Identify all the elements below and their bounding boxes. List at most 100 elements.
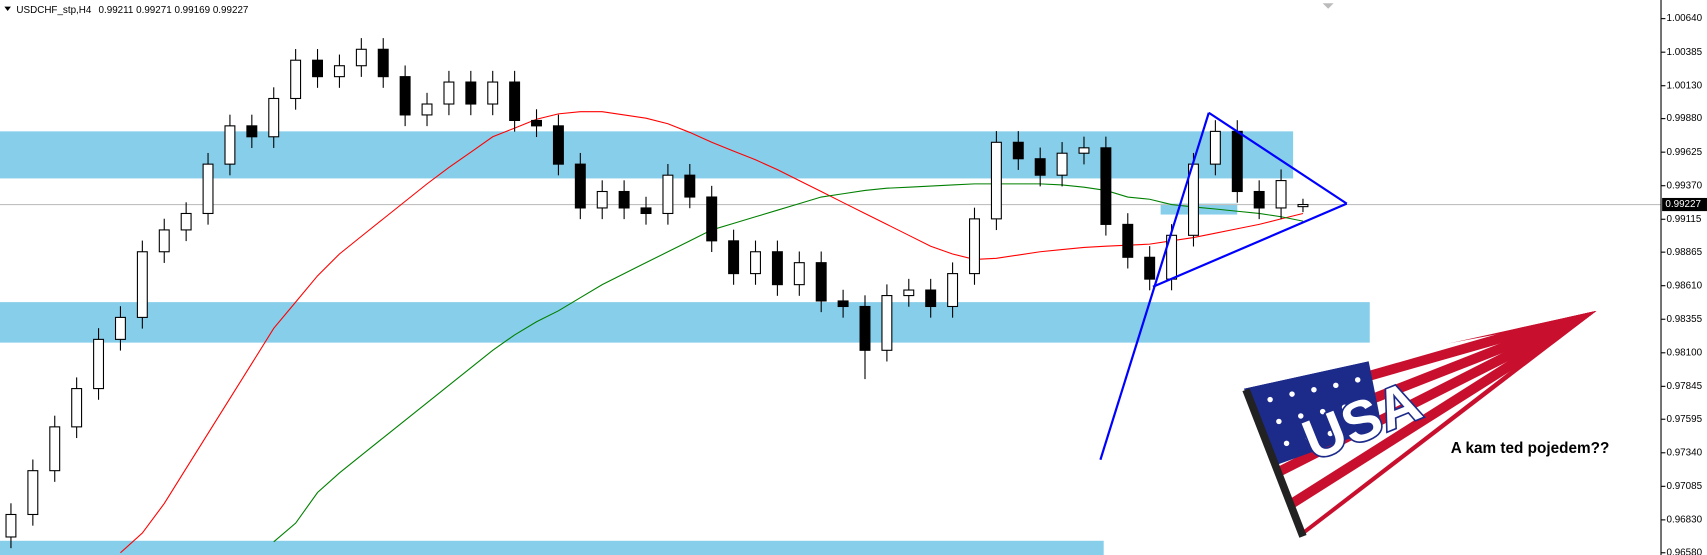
moving-average [273, 183, 1304, 543]
candle-body [684, 174, 696, 198]
zone [0, 540, 1104, 555]
candle-body [5, 513, 17, 538]
candle-body [1078, 147, 1090, 154]
y-tick-label: 0.99370 [1666, 180, 1702, 191]
candle-body [881, 295, 893, 351]
candle-body [1056, 152, 1068, 176]
candle-body [1275, 180, 1287, 209]
candle-body [27, 470, 39, 516]
candle-body [618, 190, 630, 209]
candle-body [837, 300, 849, 308]
y-tick-label: 1.00640 [1666, 13, 1702, 24]
candle-body [1012, 141, 1024, 160]
y-tick-label: 0.96580 [1666, 547, 1702, 555]
trendline [1152, 202, 1348, 288]
candle-body [793, 262, 805, 286]
candle-body [552, 125, 564, 165]
zones [0, 131, 1370, 555]
candle-body [443, 81, 455, 105]
zone [0, 131, 1294, 179]
last-close: 0.99227 [213, 4, 249, 15]
candle-body [49, 426, 61, 472]
candle-body [1034, 158, 1046, 176]
candle-body [71, 388, 83, 428]
y-tick-label: 0.97085 [1666, 481, 1702, 492]
y-tick-label: 0.98355 [1666, 314, 1702, 325]
last-open: 0.99211 [99, 4, 134, 15]
candle-body [1231, 130, 1243, 193]
candle-body [268, 97, 280, 138]
y-tick-label: 0.98610 [1666, 280, 1702, 291]
candle-body [750, 251, 761, 275]
header: USDCHF_stp,H4 0.99211 0.99271 0.99169 0.… [4, 4, 248, 15]
symbol: USDCHF_stp,H4 [16, 4, 91, 15]
candle-body [399, 76, 411, 116]
candle-body [662, 174, 674, 215]
header-text: USDCHF_stp,H4 0.99211 0.99271 0.99169 0.… [16, 4, 248, 15]
candle-body [333, 65, 345, 78]
candle-body [1253, 190, 1265, 209]
candle-body [114, 316, 126, 340]
y-tick-label: 0.97595 [1666, 414, 1702, 425]
candle-body [771, 251, 783, 286]
candle-body [728, 240, 740, 275]
flag-canton [1243, 361, 1382, 466]
candle-body [596, 190, 608, 209]
trendline [1208, 111, 1348, 205]
moving-average [120, 111, 1304, 554]
y-tick-label: 0.97340 [1666, 447, 1702, 458]
shift-marker [1322, 3, 1334, 9]
candle-body [947, 273, 959, 308]
candle-body [246, 125, 258, 138]
candle-body [487, 81, 499, 105]
y-tick-label: 0.99625 [1666, 147, 1702, 158]
zone [0, 302, 1370, 343]
current-price-label: 0.99227 [1665, 199, 1701, 210]
flag-pole [1242, 388, 1307, 538]
candle-body [1297, 203, 1309, 208]
candle-body [859, 305, 871, 351]
candle-body [355, 48, 367, 67]
flag-stars [1267, 377, 1361, 447]
current-price-box [1662, 197, 1707, 212]
menu-arrow[interactable] [4, 6, 11, 11]
candle-body [158, 229, 170, 253]
candle-body [969, 218, 980, 275]
candle-body [1122, 223, 1134, 258]
candle-body [312, 59, 324, 78]
candle-body [925, 289, 937, 308]
last-high: 0.99271 [136, 4, 172, 15]
candle-body [1100, 147, 1112, 225]
candle-body [224, 125, 236, 165]
y-tick-label: 1.00130 [1666, 80, 1702, 91]
candle-body [421, 103, 433, 116]
candle-body [509, 81, 521, 122]
candle-body [202, 163, 214, 215]
candle-body [290, 59, 302, 100]
y-tick-label: 1.00385 [1666, 47, 1702, 58]
last-low: 0.99169 [174, 4, 210, 15]
y-tick-label: 0.98865 [1666, 247, 1702, 258]
annotation: A kam ted pojedem?? [1451, 440, 1610, 457]
candle-body [531, 119, 542, 127]
candle-body [1209, 130, 1221, 165]
candle-body [640, 207, 652, 215]
plot [0, 38, 1662, 554]
candle-body [815, 262, 827, 302]
candle-body [180, 212, 192, 231]
y-tick-label: 0.99880 [1666, 113, 1702, 124]
candle-body [377, 48, 389, 78]
candle-body [903, 289, 915, 297]
candle-body [465, 81, 477, 105]
candle-body [136, 251, 148, 318]
candle-body [706, 196, 718, 242]
y-tick-label: 0.96830 [1666, 514, 1702, 525]
y-tick-label: 0.98100 [1666, 347, 1702, 358]
y-tick-label: 0.99115 [1666, 214, 1701, 225]
candle-body [93, 338, 105, 390]
candle-body [990, 141, 1002, 220]
y-tick-label: 0.97845 [1666, 381, 1702, 392]
